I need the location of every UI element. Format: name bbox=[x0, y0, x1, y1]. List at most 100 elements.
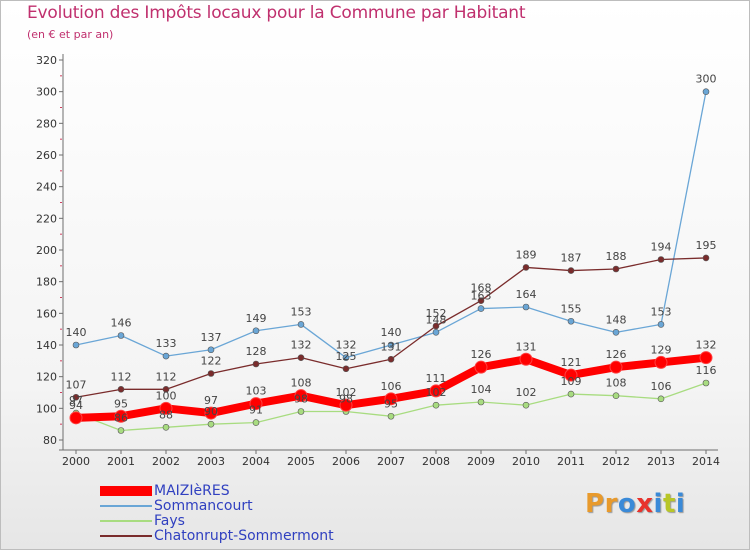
legend-label: Chatonrupt-Sommermont bbox=[154, 528, 334, 544]
data-label-3: 188 bbox=[606, 250, 627, 263]
series-point-2 bbox=[477, 398, 485, 406]
x-tick-label: 2004 bbox=[242, 455, 270, 468]
series-point-2 bbox=[522, 401, 530, 409]
data-label-0: 95 bbox=[114, 397, 128, 410]
series-point-2 bbox=[567, 390, 575, 398]
data-label-0: 94 bbox=[69, 399, 83, 412]
data-label-2: 90 bbox=[204, 405, 218, 418]
series-point-0 bbox=[384, 392, 398, 406]
series-point-1 bbox=[162, 352, 170, 360]
data-label-0: 131 bbox=[516, 340, 537, 353]
chart-subtitle: (en € et par an) bbox=[27, 28, 114, 41]
data-label-1: 137 bbox=[201, 331, 222, 344]
legend-swatch bbox=[100, 535, 152, 537]
series-point-2 bbox=[702, 379, 710, 387]
data-label-2: 104 bbox=[471, 383, 492, 396]
series-point-1 bbox=[567, 317, 575, 325]
data-label-1: 149 bbox=[246, 312, 267, 325]
data-label-3: 187 bbox=[561, 252, 582, 265]
x-tick-label: 2008 bbox=[422, 455, 450, 468]
series-point-2 bbox=[387, 412, 395, 420]
y-tick-label: 160 bbox=[36, 307, 57, 320]
series-point-0 bbox=[294, 389, 308, 403]
series-point-0 bbox=[249, 397, 263, 411]
data-label-3: 131 bbox=[381, 340, 402, 353]
x-tick-label: 2009 bbox=[467, 455, 495, 468]
series-point-0 bbox=[204, 406, 218, 420]
y-tick-label: 300 bbox=[36, 86, 57, 99]
series-point-3 bbox=[297, 354, 305, 361]
series-point-1 bbox=[657, 321, 665, 328]
data-label-0: 97 bbox=[204, 394, 218, 407]
series-point-1 bbox=[342, 354, 350, 361]
chart-title: Evolution des Impôts locaux pour la Comm… bbox=[27, 3, 526, 23]
legend-label: Fays bbox=[154, 513, 185, 529]
series-point-3 bbox=[702, 254, 710, 262]
data-label-1: 153 bbox=[291, 305, 312, 318]
series-point-2 bbox=[117, 427, 125, 434]
series-point-1 bbox=[252, 327, 260, 335]
data-label-0: 102 bbox=[336, 386, 357, 399]
x-tick-label: 2006 bbox=[332, 455, 360, 468]
data-label-2: 88 bbox=[159, 408, 173, 421]
data-label-2: 97 bbox=[69, 394, 83, 407]
data-label-0: 100 bbox=[156, 389, 177, 402]
x-tick-label: 2010 bbox=[512, 455, 540, 468]
series-point-3 bbox=[72, 393, 80, 401]
series-point-1 bbox=[72, 341, 80, 349]
series-point-3 bbox=[387, 355, 395, 363]
y-tick-label: 200 bbox=[36, 244, 57, 257]
data-label-2: 102 bbox=[426, 386, 447, 399]
series-point-3 bbox=[117, 386, 125, 393]
series-point-0 bbox=[609, 360, 623, 374]
data-label-1: 146 bbox=[111, 317, 132, 330]
data-label-0: 126 bbox=[606, 348, 627, 361]
series-point-1 bbox=[387, 341, 395, 349]
y-tick-label: 260 bbox=[36, 149, 57, 162]
data-label-1: 140 bbox=[381, 326, 402, 339]
x-tick-label: 2013 bbox=[647, 455, 675, 468]
proxiti-logo: Proxiti bbox=[585, 489, 686, 519]
data-label-1: 140 bbox=[66, 326, 87, 339]
series-point-3 bbox=[477, 297, 485, 304]
series-point-2 bbox=[207, 420, 215, 428]
series-point-0 bbox=[699, 351, 713, 365]
data-label-2: 109 bbox=[561, 375, 582, 388]
data-label-2: 108 bbox=[606, 377, 627, 390]
series-point-1 bbox=[432, 329, 440, 336]
data-label-1: 155 bbox=[561, 302, 582, 315]
series-point-3 bbox=[567, 267, 575, 274]
data-label-2: 102 bbox=[516, 386, 537, 399]
series-point-2 bbox=[432, 401, 440, 409]
series-point-1 bbox=[117, 332, 125, 339]
data-label-2: 95 bbox=[384, 397, 398, 410]
y-tick-label: 220 bbox=[36, 212, 57, 225]
series-point-2 bbox=[297, 408, 305, 415]
data-label-3: 112 bbox=[111, 370, 132, 383]
y-tick-label: 180 bbox=[36, 276, 57, 289]
series-point-1 bbox=[702, 88, 710, 95]
series-point-0 bbox=[654, 355, 668, 369]
data-label-1: 300 bbox=[696, 73, 717, 86]
series-point-3 bbox=[432, 322, 440, 330]
data-label-2: 91 bbox=[249, 404, 263, 417]
series-point-0 bbox=[114, 409, 128, 423]
data-label-2: 86 bbox=[114, 412, 128, 425]
y-tick-label: 280 bbox=[36, 117, 57, 130]
series-point-1 bbox=[477, 305, 485, 312]
series-point-3 bbox=[612, 265, 620, 273]
y-tick-label: 240 bbox=[36, 181, 57, 194]
series-point-1 bbox=[522, 303, 530, 311]
data-label-0: 129 bbox=[651, 343, 672, 356]
data-label-3: 189 bbox=[516, 248, 537, 261]
data-label-3: 168 bbox=[471, 282, 492, 295]
data-label-2: 116 bbox=[696, 364, 717, 377]
x-tick-label: 2000 bbox=[62, 455, 90, 468]
data-label-0: 126 bbox=[471, 348, 492, 361]
y-tick-label: 80 bbox=[43, 434, 57, 447]
data-label-0: 106 bbox=[381, 380, 402, 393]
data-label-3: 132 bbox=[291, 339, 312, 352]
legend-swatch bbox=[100, 486, 152, 496]
data-label-1: 133 bbox=[156, 337, 177, 350]
